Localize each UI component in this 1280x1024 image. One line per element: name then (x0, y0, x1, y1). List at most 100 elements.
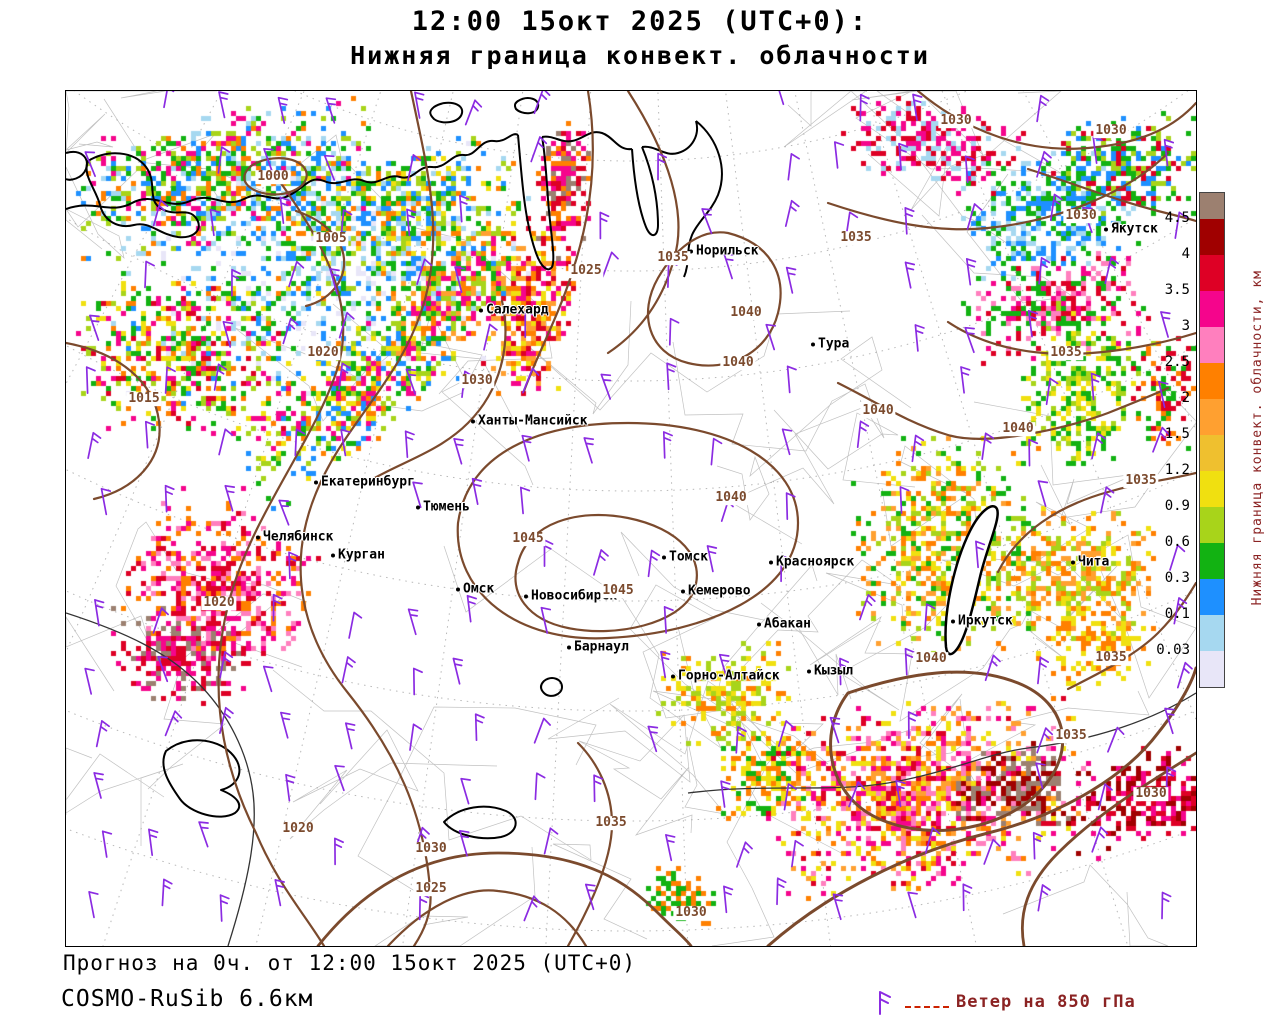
city-label: Курган (331, 549, 385, 562)
isobar-label: 1035 (1053, 728, 1089, 744)
city-label: Салехард (479, 304, 549, 317)
city-label: Тюмень (416, 501, 470, 514)
isobar-label: 1040 (860, 403, 896, 419)
city-marker-dot (456, 587, 460, 591)
colorbar-band (1200, 399, 1224, 435)
city-marker-dot (314, 480, 318, 484)
city-marker-dot (689, 249, 693, 253)
colorbar-band (1200, 291, 1224, 327)
city-label: Абакан (757, 618, 811, 631)
isobar-label: 1030 (413, 841, 449, 857)
wind-barbs (84, 91, 1193, 922)
colorbar-tick-label: 4.5 (1164, 210, 1190, 226)
colorbar-tick-label: 2 (1181, 390, 1190, 406)
city-marker-dot (662, 555, 666, 559)
isobar-label: 1035 (1093, 650, 1129, 666)
isobar-label: 1040 (713, 490, 749, 506)
city-label: Горно-Алтайск (671, 670, 780, 683)
city-marker-dot (471, 419, 475, 423)
isobar-label: 1020 (201, 595, 237, 611)
colorbar-band (1200, 363, 1224, 399)
colorbar-band (1200, 543, 1224, 579)
legend-dashed-line (905, 1006, 949, 1008)
city-label: Челябинск (256, 531, 333, 544)
page-title: 12:00 15окт 2025 (UTC+0): (411, 6, 869, 37)
isobar-label: 1040 (728, 305, 764, 321)
colorbar-tick-label: 0.9 (1164, 498, 1190, 514)
city-label: Екатеринбург (314, 476, 415, 489)
isobar-label: 1035 (655, 250, 691, 266)
city-marker-dot (524, 594, 528, 598)
city-label: Красноярск (769, 556, 854, 569)
colorbar-tick-label: 1.2 (1164, 462, 1190, 478)
isobar-label: 1035 (838, 230, 874, 246)
isobar-label: 1045 (510, 531, 546, 547)
colorbar-title-text: Нижняя граница конвект. облачности, км (1249, 270, 1265, 606)
colorbar-tick-label: 4 (1181, 246, 1190, 262)
colorbar-tick-label: 3 (1181, 318, 1190, 334)
city-marker-dot (331, 553, 335, 557)
isobar-label: 1005 (313, 231, 349, 247)
colorbar-tick-label: 3.5 (1164, 282, 1190, 298)
colorbar-band (1200, 327, 1224, 363)
colorbar-title: Нижняя граница конвект. облачности, км (1246, 188, 1268, 688)
city-label: Новосибирск (524, 590, 617, 603)
city-label: Омск (456, 583, 494, 596)
city-marker-dot (681, 589, 685, 593)
colorbar-band (1200, 579, 1224, 615)
city-label: Норильск (689, 245, 759, 258)
city-marker-dot (769, 560, 773, 564)
forecast-info: Прогноз на 0ч. от 12:00 15окт 2025 (UTC+… (63, 951, 637, 975)
city-label: Барнаул (567, 641, 629, 654)
city-marker-dot (1071, 560, 1075, 564)
colorbar-tick-label: 1.5 (1164, 426, 1190, 442)
isobar-label: 1040 (1000, 421, 1036, 437)
colorbar-band (1200, 435, 1224, 471)
city-marker-dot (807, 669, 811, 673)
wind-legend-label: Ветер на 850 гПа (956, 992, 1136, 1012)
colorbar-tick-label: 0.6 (1164, 534, 1190, 550)
colorbar-band (1200, 651, 1224, 687)
colorbar-bands (1200, 193, 1224, 687)
model-info: COSMO-RuSib 6.6км (61, 986, 314, 1012)
city-marker-dot (951, 619, 955, 623)
isobar-label: 1025 (413, 881, 449, 897)
city-marker-dot (671, 674, 675, 678)
city-label: Кызыл (807, 665, 853, 678)
map-labels: Норильск Салехард Тура Якутск Ханты-Мансийск… (66, 91, 1196, 946)
city-label: Чита (1071, 556, 1109, 569)
city-label: Кемерово (681, 585, 751, 598)
isobar-label: 1035 (593, 815, 629, 831)
city-marker-dot (567, 645, 571, 649)
city-marker-dot (479, 308, 483, 312)
city-label: Ханты-Мансийск (471, 415, 588, 428)
isobar-label: 1030 (459, 373, 495, 389)
colorbar-band (1200, 507, 1224, 543)
city-marker-dot (256, 535, 260, 539)
isobar-label: 1040 (720, 355, 756, 371)
colorbar-tick-label: 0.1 (1164, 606, 1190, 622)
colorbar-tick-label: 0.3 (1164, 570, 1190, 586)
city-marker-dot (1104, 227, 1108, 231)
isobar-label: 1025 (568, 263, 604, 279)
isobar-label: 1030 (938, 113, 974, 129)
wind-legend: Ветер на 850 гПа (872, 988, 1136, 1016)
colorbar-band (1200, 615, 1224, 651)
city-marker-dot (416, 505, 420, 509)
colorbar-band (1200, 255, 1224, 291)
contour-layer (66, 91, 1196, 946)
city-label: Якутск (1104, 223, 1158, 236)
isobar-label: 1040 (913, 651, 949, 667)
colorbar-band (1200, 219, 1224, 255)
isobar-label: 1030 (1133, 786, 1169, 802)
wind-barb-icon (879, 991, 891, 1015)
city-marker-dot (757, 622, 761, 626)
colorbar-tick-label: 0.03 (1156, 642, 1190, 658)
colorbar-band (1200, 471, 1224, 507)
city-label: Иркутск (951, 615, 1013, 628)
isobar-label: 1035 (1123, 473, 1159, 489)
coastlines (66, 97, 999, 840)
isobar-label: 1030 (1093, 123, 1129, 139)
city-label: Томск (662, 551, 708, 564)
colorbar (1199, 192, 1225, 688)
